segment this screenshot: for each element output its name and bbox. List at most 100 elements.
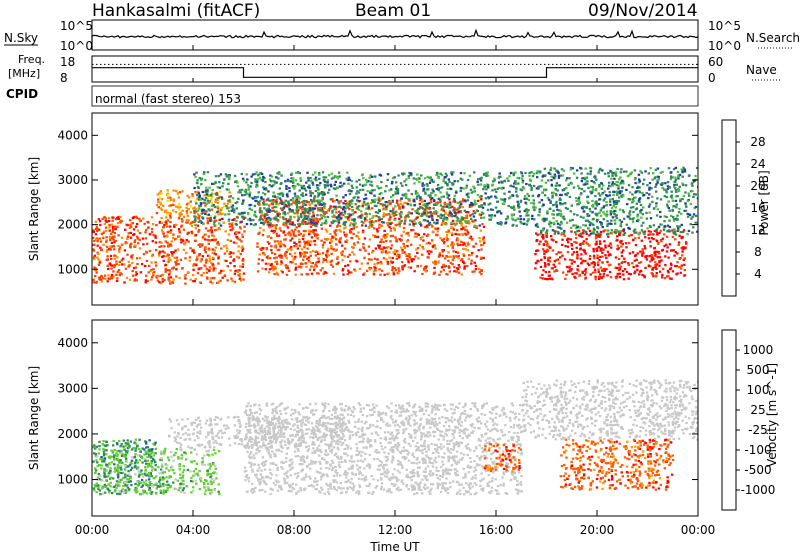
data-cell-2	[312, 231, 315, 234]
data-cell-2	[395, 240, 398, 243]
data-cell-5	[591, 186, 595, 189]
data-cell-2	[256, 242, 259, 245]
data-cell-4	[630, 234, 633, 237]
data-cell-3	[460, 216, 464, 219]
data-cell-4	[596, 235, 600, 238]
data-cell-0	[167, 276, 170, 279]
data-cell-3	[426, 204, 429, 207]
data-cell-2	[434, 212, 438, 215]
data-cell-0	[171, 236, 175, 239]
data-cell-5	[675, 203, 679, 206]
data-cell-2	[385, 258, 388, 261]
data-cell-5	[591, 204, 594, 207]
data-cell-2	[412, 224, 415, 227]
data-cell-0	[157, 252, 161, 255]
data-cell-4	[627, 262, 630, 265]
data-cell-3	[409, 203, 412, 206]
data-cell-2	[271, 265, 274, 268]
data-cell-3	[225, 188, 228, 191]
data-cell-5	[667, 206, 670, 210]
data-cell-0	[146, 484, 150, 487]
data-cell-3	[418, 181, 421, 184]
data-cell-2	[392, 273, 395, 276]
data-cell-3	[478, 224, 481, 227]
data-cell-2	[424, 267, 427, 270]
data-cell-2	[398, 238, 401, 241]
data-cell-5	[622, 182, 625, 185]
data-cell-4	[573, 240, 576, 244]
data-cell-0	[106, 248, 109, 251]
data-cell-5	[690, 182, 694, 185]
data-cell-4	[541, 273, 544, 276]
data-cell-5	[614, 201, 617, 204]
data-cell-0	[96, 229, 99, 233]
data-cell-4	[599, 230, 603, 233]
data-cell-2	[330, 252, 333, 255]
data-cell-5	[686, 199, 690, 203]
data-cell-3	[336, 187, 339, 190]
data-cell-2	[402, 230, 405, 233]
data-cell-0	[142, 253, 146, 256]
data-cell-2	[424, 226, 427, 229]
data-cell-5	[633, 196, 636, 199]
data-cell-3	[384, 201, 387, 204]
data-cell-5	[669, 178, 673, 181]
data-cell-1	[189, 211, 193, 214]
data-cell-3	[429, 194, 432, 197]
data-cell-2	[270, 245, 273, 248]
data-cell-4	[653, 246, 657, 250]
data-cell-5	[584, 176, 587, 179]
data-cell-2	[270, 249, 273, 252]
data-cell-0	[190, 221, 193, 224]
data-cell-2	[429, 200, 433, 203]
data-cell-0	[126, 474, 129, 477]
data-cell-1	[155, 212, 159, 215]
data-cell-3	[289, 199, 293, 202]
data-cell-3	[517, 202, 520, 206]
data-cell-0	[156, 279, 160, 282]
data-cell-2	[270, 199, 273, 202]
data-cell-2	[439, 201, 442, 204]
data-cell-3	[259, 216, 262, 219]
data-cell-5	[552, 204, 555, 207]
data-cell-3	[288, 208, 292, 211]
data-cell-5	[582, 223, 585, 227]
data-cell-3	[315, 222, 319, 225]
data-cell-2	[298, 244, 301, 247]
data-cell-5	[600, 223, 603, 226]
data-cell-0	[170, 244, 173, 247]
data-cell-0	[207, 242, 210, 245]
data-cell-2	[308, 260, 311, 263]
data-cell-4	[643, 245, 646, 248]
data-cell-4	[643, 276, 646, 279]
data-cell-3	[195, 194, 199, 197]
data-cell-3	[303, 207, 307, 210]
data-cell-3	[418, 177, 421, 180]
data-cell-2	[362, 273, 365, 276]
data-cell-2	[395, 201, 399, 204]
data-cell-2	[261, 234, 265, 237]
data-cell-3	[214, 175, 218, 178]
data-cell-3	[413, 182, 416, 185]
data-cell-2	[294, 266, 298, 269]
data-cell-5	[558, 184, 561, 187]
data-cell-0	[100, 249, 103, 252]
data-cell-3	[461, 218, 465, 221]
data-cell-0	[162, 232, 165, 235]
data-cell-0	[225, 259, 228, 263]
data-cell-4	[664, 255, 667, 258]
data-cell-0	[140, 478, 144, 482]
data-cell-5	[536, 186, 540, 189]
data-cell-0	[118, 480, 122, 484]
data-cell-0	[138, 247, 142, 250]
data-cell-3	[244, 216, 247, 219]
data-cell-2	[467, 243, 470, 246]
data-cell-2	[333, 214, 336, 217]
data-cell-5	[623, 217, 626, 220]
data-cell-4	[592, 250, 595, 253]
data-cell-0	[131, 274, 135, 277]
data-cell-0	[232, 259, 235, 262]
data-cell-0	[189, 247, 192, 250]
data-cell-5	[672, 218, 676, 221]
data-cell-3	[344, 207, 347, 210]
